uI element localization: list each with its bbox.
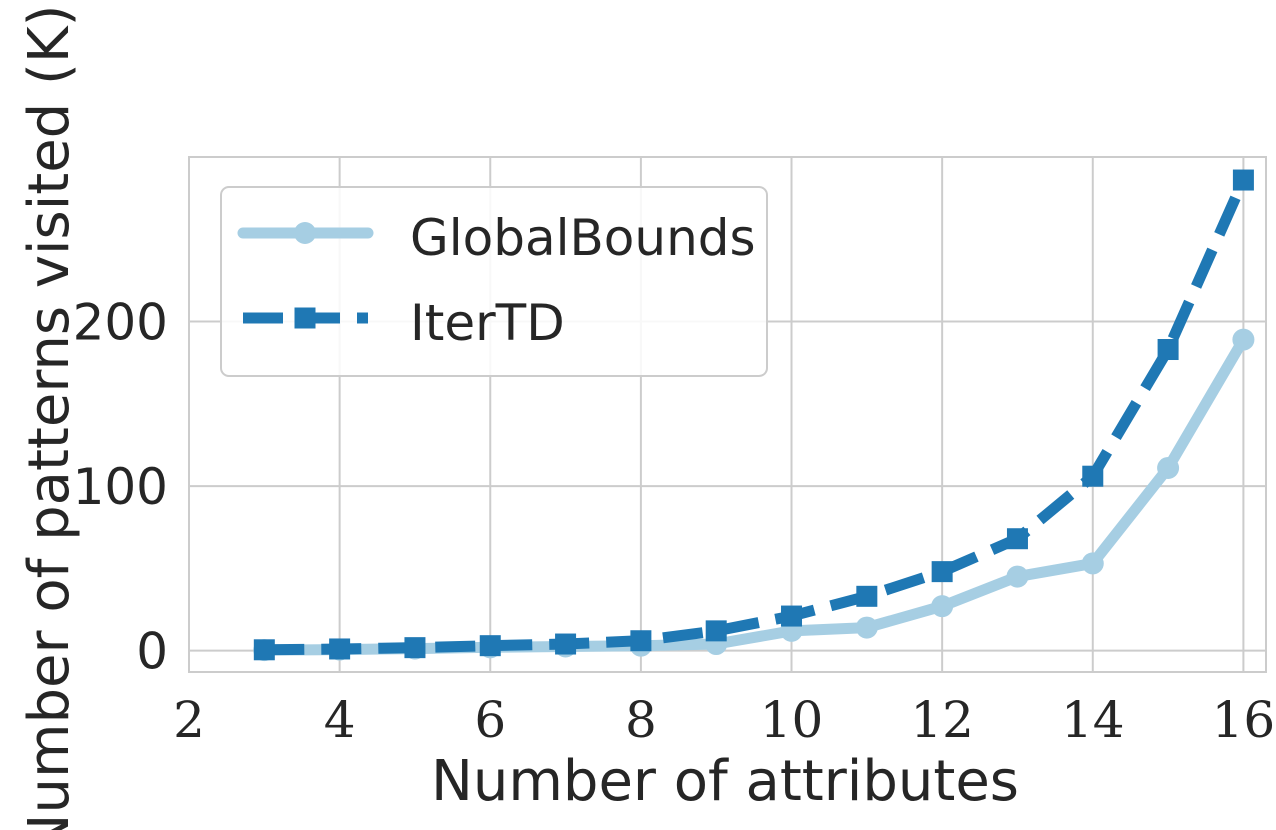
point-globalbounds (1232, 328, 1255, 351)
point-itertd (705, 620, 727, 642)
x-tick-label: 16 (1212, 691, 1276, 749)
point-globalbounds (855, 616, 878, 639)
point-globalbounds (931, 595, 954, 618)
x-tick-label: 10 (760, 691, 824, 749)
point-itertd (630, 630, 652, 652)
y-tick-label: 200 (73, 294, 168, 352)
point-itertd (1157, 339, 1179, 361)
x-tick-label: 14 (1061, 691, 1125, 749)
x-tick-label: 6 (474, 691, 506, 749)
legend-label-globalbounds: GlobalBounds (410, 209, 756, 267)
x-tick-label: 8 (625, 691, 657, 749)
point-itertd (781, 605, 803, 627)
point-itertd (404, 637, 426, 659)
legend-marker-itertd (294, 307, 316, 329)
series-line-globalbounds (258, 334, 1249, 656)
legend: GlobalBounds IterTD (220, 186, 768, 377)
x-axis-label: Number of attributes (431, 749, 1019, 814)
plot-frame (188, 156, 1267, 673)
y-axis-label: Number of patterns visited (K) (17, 5, 82, 830)
legend-marker-globalbounds (294, 222, 316, 244)
series-line-itertd (264, 177, 1249, 656)
series-layer (253, 169, 1255, 662)
series-itertd (253, 169, 1254, 661)
point-itertd (555, 633, 577, 655)
legend-sample-itertd (243, 307, 368, 329)
y-tick-label: 0 (136, 623, 168, 681)
point-itertd (1082, 465, 1104, 487)
point-itertd (1006, 528, 1028, 550)
series-globalbounds (253, 328, 1255, 662)
point-globalbounds (1081, 552, 1104, 575)
point-globalbounds (1006, 565, 1029, 588)
point-globalbounds (1157, 456, 1180, 479)
x-tick-label: 12 (910, 691, 974, 749)
x-tick-label: 4 (324, 691, 356, 749)
point-itertd (253, 639, 275, 661)
tick-labels: 2 4 6 8 10 12 14 16 0 100 200 (73, 294, 1276, 749)
x-tick-label: 2 (173, 691, 205, 749)
legend-label-itertd: IterTD (410, 294, 565, 352)
point-itertd (1232, 169, 1254, 191)
point-itertd (329, 638, 351, 660)
point-itertd (931, 561, 953, 583)
legend-sample-globalbounds (237, 222, 374, 244)
y-tick-label: 100 (73, 458, 168, 516)
point-itertd (856, 585, 878, 607)
point-itertd (479, 635, 501, 657)
